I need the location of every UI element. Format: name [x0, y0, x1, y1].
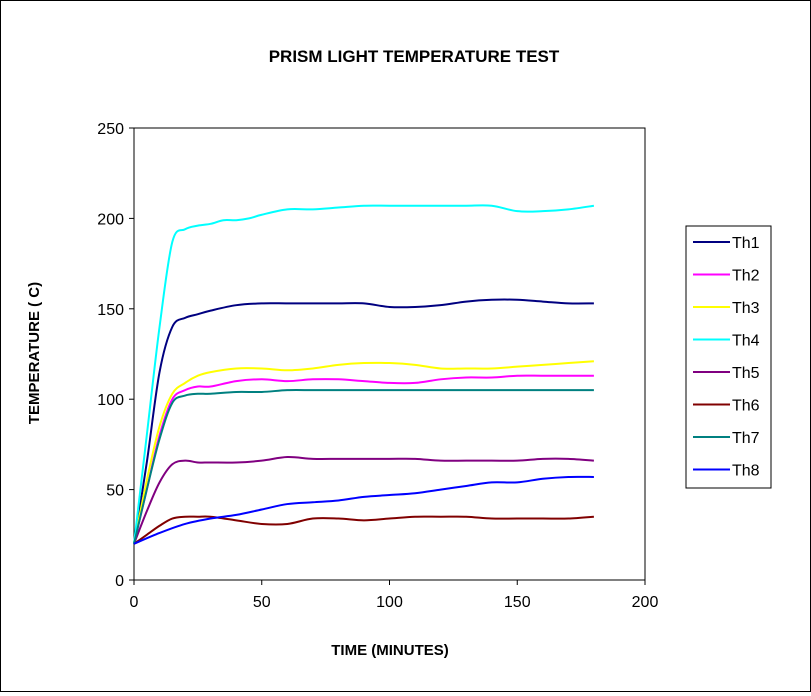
series-line-th5 [133, 456, 594, 545]
series-group [133, 204, 595, 545]
x-tick-label: 150 [504, 594, 531, 611]
series-line-th6 [133, 515, 594, 545]
legend-label-th2: Th2 [732, 268, 760, 285]
x-tick-label: 50 [253, 594, 271, 611]
plot-area [133, 127, 646, 581]
series-line-th3 [133, 360, 594, 545]
series-line-th8 [133, 475, 594, 545]
series-line-th4 [133, 204, 595, 544]
y-tick-label: 0 [115, 573, 124, 590]
series-line-th1 [133, 298, 594, 544]
legend-label-th8: Th8 [732, 463, 760, 480]
x-axis-label: TIME (MINUTES) [331, 642, 449, 659]
y-tick-label: 250 [97, 121, 124, 138]
series-line-th7 [133, 389, 594, 545]
legend: Th1 Th2 Th3 Th4 Th5 Th6 Th7 Th8 [685, 225, 772, 489]
y-axis-label: TEMPERATURE ( C) [26, 282, 43, 424]
y-tick-label: 50 [106, 483, 124, 500]
x-tick-label: 100 [376, 594, 403, 611]
chart-title: PRISM LIGHT TEMPERATURE TEST [269, 47, 560, 66]
y-tick-label: 150 [97, 302, 124, 319]
y-tick-label: 200 [97, 211, 124, 228]
x-tick-label: 200 [632, 594, 659, 611]
x-tick-label: 0 [130, 594, 139, 611]
legend-label-th5: Th5 [732, 365, 760, 382]
legend-label-th1: Th1 [732, 235, 760, 252]
legend-label-th4: Th4 [732, 333, 760, 350]
legend-box [685, 225, 772, 489]
legend-label-th3: Th3 [732, 300, 760, 317]
series-line-th2 [133, 374, 594, 545]
y-axis: 0 50 100 150 200 250 [97, 121, 134, 590]
legend-label-th7: Th7 [732, 430, 760, 447]
x-axis: 0 50 100 150 200 [130, 580, 659, 611]
y-tick-label: 100 [97, 392, 124, 409]
legend-label-th6: Th6 [732, 398, 760, 415]
